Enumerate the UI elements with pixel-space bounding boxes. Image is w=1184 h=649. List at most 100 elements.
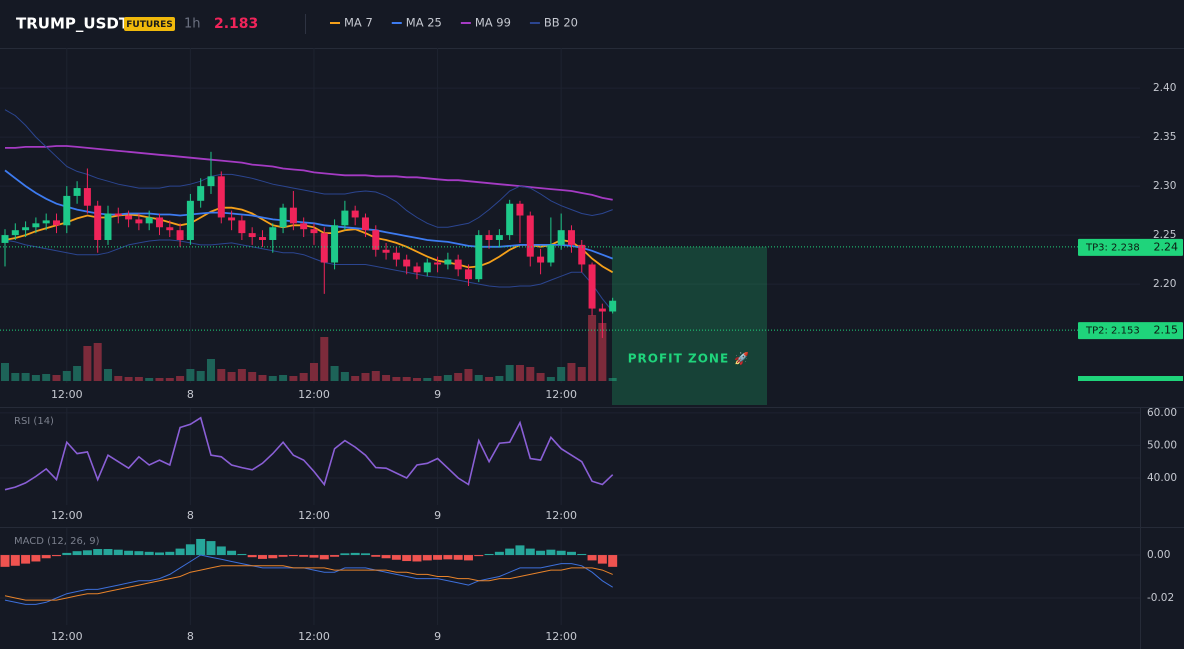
x-tick-label: 12:00 <box>545 630 577 643</box>
candle-body <box>454 259 462 270</box>
volume-bar <box>474 375 483 381</box>
indicator-line <box>4 239 614 312</box>
histogram-bar <box>165 551 175 556</box>
x-tick-label: 12:00 <box>298 509 330 522</box>
histogram-bar <box>124 550 134 556</box>
candle-body <box>475 235 483 280</box>
y-tick-label: 0.00 <box>1147 549 1170 561</box>
volume-bar <box>546 377 555 381</box>
y-tick-label: 2.35 <box>1153 131 1176 143</box>
volume-bar <box>248 372 257 381</box>
volume-bar <box>557 367 566 381</box>
histogram-bar <box>422 555 432 561</box>
x-tick-label: 12:00 <box>545 388 577 401</box>
candle-body <box>382 249 390 253</box>
candle-body <box>52 220 60 226</box>
histogram-bar <box>175 548 185 556</box>
interval: 1h <box>184 17 201 32</box>
volume-bar <box>371 371 380 381</box>
y-tick-label: 60.00 <box>1147 407 1177 419</box>
x-tick-label: 12:00 <box>298 388 330 401</box>
histogram-bar <box>391 555 401 560</box>
candle-body <box>310 229 318 234</box>
histogram-bar <box>309 555 319 558</box>
candle-body <box>361 217 369 231</box>
histogram-bar <box>41 555 51 559</box>
legend-label: MA 25 <box>406 16 442 30</box>
volume-bar <box>124 377 133 381</box>
candle-body <box>434 262 442 265</box>
candle-body <box>403 259 411 267</box>
histogram-bar <box>484 553 494 556</box>
volume-bar <box>52 375 61 381</box>
x-tick-label: 8 <box>187 630 194 643</box>
histogram-bar <box>494 551 504 556</box>
volume-bar <box>134 377 143 381</box>
candle-body <box>248 233 256 238</box>
volume-bar <box>155 378 164 381</box>
volume-marker <box>1078 376 1183 381</box>
x-tick-label: 12:00 <box>545 509 577 522</box>
volume-bar <box>289 376 298 381</box>
volume-bar <box>21 373 30 381</box>
histogram-bar <box>82 550 92 556</box>
x-tick-label: 9 <box>434 388 441 401</box>
volume-bar <box>464 369 473 381</box>
histogram-bar <box>443 555 453 560</box>
histogram-bar <box>134 551 144 556</box>
candle-body <box>609 300 617 312</box>
y-tick-label: 2.20 <box>1153 278 1176 290</box>
histogram-bar <box>103 549 113 556</box>
volume-bar <box>268 376 277 381</box>
price: 2.183 <box>214 16 258 32</box>
histogram-bar <box>587 555 597 561</box>
candle-body <box>269 227 277 240</box>
volume-bar <box>62 371 71 381</box>
pane-title: MACD (12, 26, 9) <box>14 536 100 547</box>
y-tick-label: 2.25 <box>1153 229 1176 241</box>
volume-bar <box>392 377 401 381</box>
volume-bar <box>443 375 452 381</box>
target-axis-label: 2.24 <box>1154 240 1179 253</box>
volume-bar <box>83 346 92 381</box>
legend-label: BB 20 <box>544 16 578 30</box>
candle-body <box>166 227 174 231</box>
volume-bar <box>11 373 20 381</box>
histogram-bar <box>381 555 391 559</box>
candle-body <box>537 256 545 263</box>
candle-body <box>22 227 30 231</box>
x-tick-label: 8 <box>187 509 194 522</box>
histogram-bar <box>196 538 206 556</box>
y-tick-label: -0.02 <box>1147 592 1174 604</box>
histogram-bar <box>474 555 484 557</box>
y-tick-label: 2.40 <box>1153 82 1176 94</box>
candle-body <box>320 233 328 263</box>
candle-body <box>526 215 534 257</box>
volume-bar <box>0 363 9 381</box>
histogram-bar <box>154 552 164 556</box>
volume-bar <box>526 367 535 381</box>
candle-body <box>11 230 19 236</box>
y-tick-label: 40.00 <box>1147 472 1177 484</box>
volume-bar <box>340 372 349 381</box>
volume-bar <box>73 366 82 381</box>
histogram-bar <box>597 555 607 564</box>
histogram-bar <box>515 545 525 556</box>
target-label: TP3: 2.238 <box>1085 242 1140 253</box>
indicator-line <box>4 554 613 605</box>
candle-body <box>485 235 493 240</box>
histogram-bar <box>113 549 123 556</box>
x-tick-label: 12:00 <box>51 630 83 643</box>
candle-body <box>135 219 143 224</box>
candle-body <box>114 213 122 216</box>
market: FUTURES <box>126 20 172 30</box>
volume-bar <box>515 365 524 381</box>
candle-body <box>351 210 359 218</box>
histogram-bar <box>566 551 576 556</box>
target-chip <box>1078 322 1183 340</box>
histogram-bar <box>206 541 216 556</box>
volume-bar <box>309 363 318 381</box>
candle-body <box>32 223 40 228</box>
candle-body <box>413 266 421 273</box>
x-tick-label: 12:00 <box>298 630 330 643</box>
